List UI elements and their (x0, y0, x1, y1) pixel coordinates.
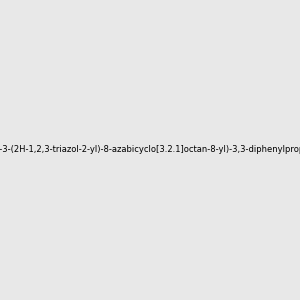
Text: 1-((1R,5S)-3-(2H-1,2,3-triazol-2-yl)-8-azabicyclo[3.2.1]octan-8-yl)-3,3-diphenyl: 1-((1R,5S)-3-(2H-1,2,3-triazol-2-yl)-8-a… (0, 146, 300, 154)
